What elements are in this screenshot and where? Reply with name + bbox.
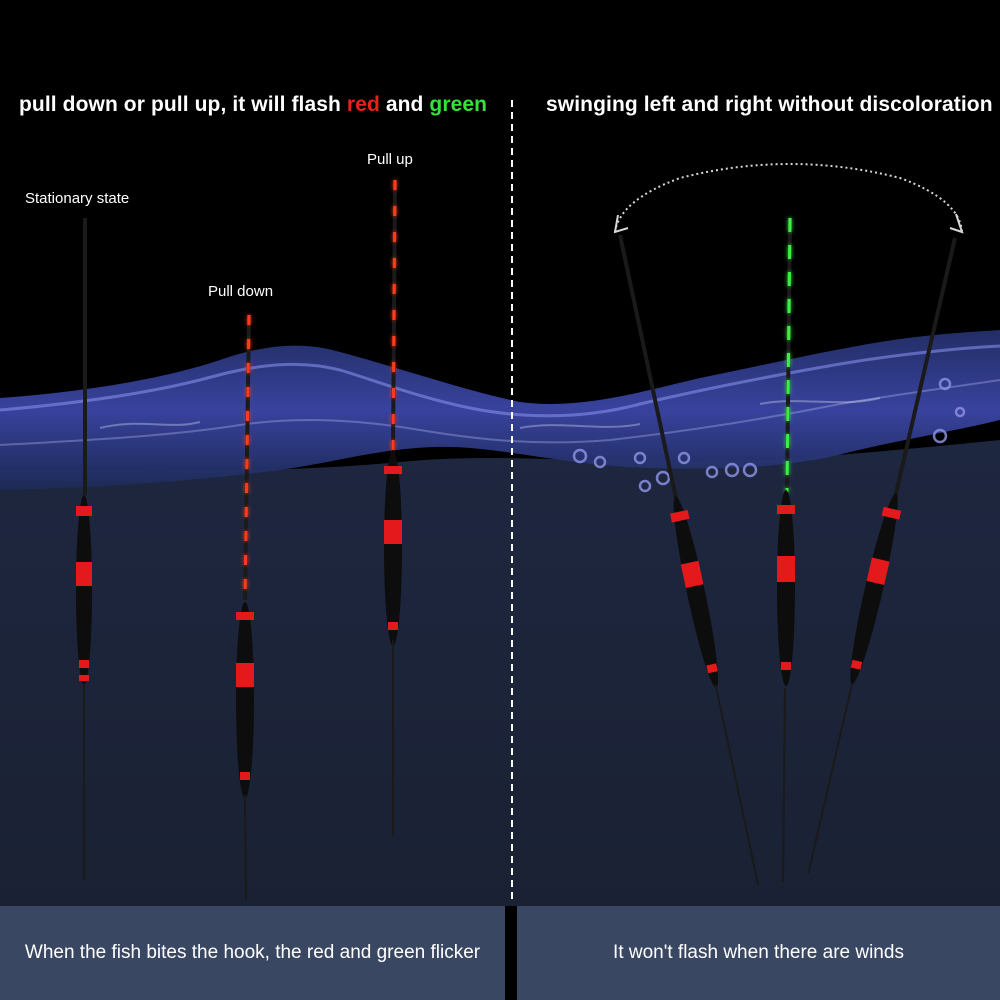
water-highlight: [99, 397, 881, 429]
float-swing-left: [618, 234, 760, 886]
caption-panel-left: When the fish bites the hook, the red an…: [0, 906, 505, 1000]
bubbles: [572, 377, 966, 493]
float-swing-right: [807, 237, 957, 874]
caption-panel-right: It won't flash when there are winds: [517, 906, 1000, 1000]
headline-left: pull down or pull up, it will flash red …: [19, 93, 487, 117]
headline-left-and: and: [379, 93, 430, 116]
water-highlight: [0, 344, 1000, 418]
float-stationary: [76, 218, 92, 880]
label-pull-down: Pull down: [208, 283, 274, 300]
headline-green-word: green: [429, 93, 488, 116]
arc-end-hook: [613, 214, 629, 234]
label-stationary-state: Stationary state: [25, 190, 130, 207]
headline-left-text: pull down or pull up, it will flash: [19, 93, 347, 116]
float-swing-center: [777, 217, 795, 883]
headline-red-word: red: [346, 93, 380, 116]
headline-right: swinging left and right without discolor…: [546, 93, 993, 116]
swing-arc: [614, 163, 963, 233]
underwater-area: [0, 440, 1000, 906]
water-highlight: [0, 379, 1000, 446]
float-pull-up: [384, 179, 402, 836]
caption-left: When the fish bites the hook, the red an…: [24, 942, 481, 963]
float-pull-down: [236, 314, 254, 901]
caption-right: It won't flash when there are winds: [613, 942, 904, 963]
label-pull-up: Pull up: [367, 151, 413, 168]
arc-end-hook: [949, 213, 964, 234]
